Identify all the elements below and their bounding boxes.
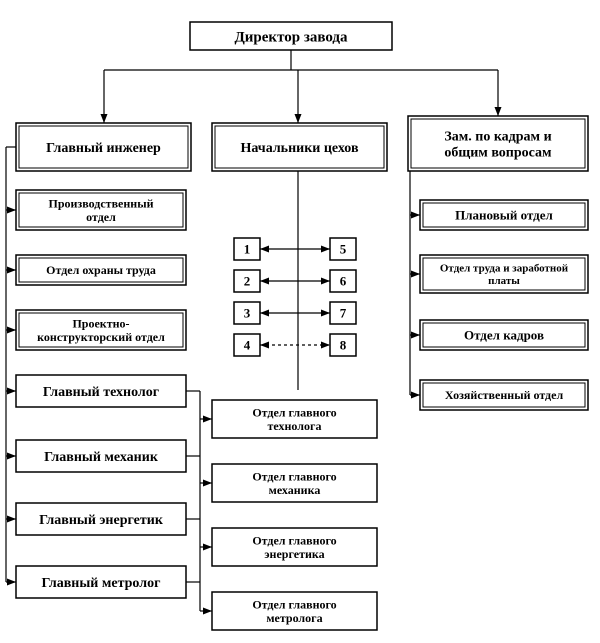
node-energD: Отдел главногоэнергетика: [212, 528, 377, 566]
label: Плановый отдел: [455, 208, 553, 223]
node-energ: Главный энергетик: [16, 503, 186, 535]
label: Главный энергетик: [39, 513, 164, 528]
label: 5: [340, 242, 347, 257]
node-techD: Отдел главноготехнолога: [212, 400, 377, 438]
label: отдел: [86, 210, 116, 224]
node-plan: Плановый отдел: [420, 200, 588, 230]
label: Отдел главного: [252, 405, 336, 419]
label: Главный технолог: [43, 385, 159, 400]
label: конструкторский отдел: [37, 330, 165, 344]
label: 8: [340, 338, 347, 353]
org-chart: Директор завода Главный инженер Начальники…: [0, 0, 600, 643]
label: механика: [269, 483, 321, 497]
label: Отдел кадров: [464, 328, 544, 343]
node-design: Проектно-конструкторский отдел: [16, 310, 186, 350]
label: 3: [244, 306, 251, 321]
label: Главный механик: [44, 450, 159, 465]
node-eng: Главный инженер: [16, 123, 191, 171]
label: 6: [340, 274, 347, 289]
label: Производственный: [48, 196, 153, 210]
label: Отдел главного: [252, 533, 336, 547]
node-mechD: Отдел главногомеханика: [212, 464, 377, 502]
node-c1: 1: [234, 238, 260, 260]
label: платы: [488, 275, 520, 287]
label: Хозяйственный отдел: [445, 388, 564, 402]
node-mech: Главный механик: [16, 440, 186, 472]
label: общим вопросам: [444, 145, 552, 160]
node-prod: Производственныйотдел: [16, 190, 186, 230]
node-c7: 7: [330, 302, 356, 324]
node-c3: 3: [234, 302, 260, 324]
node-metrD: Отдел главногометролога: [212, 592, 377, 630]
label: Зам. по кадрам и: [444, 129, 551, 144]
node-shops: Начальники цехов: [212, 123, 387, 171]
node-director: Директор завода: [190, 22, 392, 50]
label: 7: [340, 306, 347, 321]
label: Отдел труда и заработной: [440, 263, 569, 275]
label: Начальники цехов: [240, 141, 358, 156]
label: Директор завода: [234, 29, 348, 45]
label: 1: [244, 242, 251, 257]
node-labor: Отдел труда и заработнойплаты: [420, 255, 588, 293]
node-hr: Отдел кадров: [420, 320, 588, 350]
node-c6: 6: [330, 270, 356, 292]
label: энергетика: [264, 547, 324, 561]
label: Отдел главного: [252, 597, 336, 611]
node-metr: Главный метролог: [16, 566, 186, 598]
label: Отдел главного: [252, 469, 336, 483]
label: Проектно-: [72, 316, 129, 330]
label: технолога: [268, 419, 322, 433]
label: Главный инженер: [46, 141, 161, 156]
label: Главный метролог: [42, 576, 161, 591]
node-tech: Главный технолог: [16, 375, 186, 407]
node-deputy: Зам. по кадрам иобщим вопросам: [408, 116, 588, 171]
node-econ: Хозяйственный отдел: [420, 380, 588, 410]
label: 2: [244, 274, 251, 289]
node-c4: 4: [234, 334, 260, 356]
node-c8: 8: [330, 334, 356, 356]
label: Отдел охраны труда: [46, 263, 156, 277]
node-c2: 2: [234, 270, 260, 292]
label: 4: [244, 338, 251, 353]
label: метролога: [266, 611, 322, 625]
node-safety: Отдел охраны труда: [16, 255, 186, 285]
node-c5: 5: [330, 238, 356, 260]
